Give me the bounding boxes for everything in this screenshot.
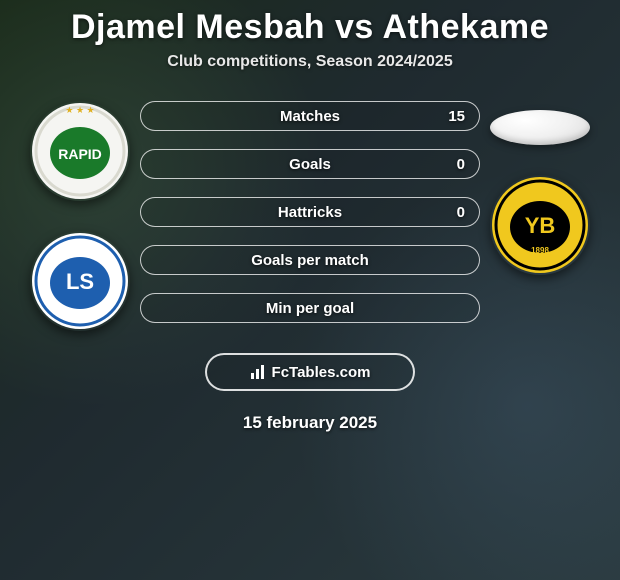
- stat-label: Matches: [280, 108, 340, 125]
- date-text: 15 february 2025: [243, 413, 377, 433]
- stat-row: Min per goal: [140, 293, 480, 323]
- right-crest-column: YB 1898: [480, 101, 600, 275]
- stat-row: Matches 15: [140, 101, 480, 131]
- content-root: Djamel Mesbah vs Athekame Club competiti…: [0, 0, 620, 580]
- lausanne-crest: LS: [30, 231, 130, 331]
- bar-chart-icon: [250, 364, 266, 380]
- subtitle: Club competitions, Season 2024/2025: [167, 53, 452, 71]
- svg-text:★ ★ ★: ★ ★ ★: [65, 105, 94, 115]
- youngboys-crest: YB 1898: [490, 175, 590, 275]
- left-crest-column: ★ ★ ★ RAPID LS: [20, 101, 140, 331]
- title-player2: Athekame: [382, 8, 549, 46]
- brand-text: FcTables.com: [272, 364, 371, 381]
- stat-value-right: 0: [457, 204, 465, 221]
- plain-ball-icon: [490, 110, 590, 145]
- stat-label: Goals: [289, 156, 331, 173]
- title-vs: vs: [335, 8, 374, 46]
- stat-row: Goals per match: [140, 245, 480, 275]
- page-title: Djamel Mesbah vs Athekame: [71, 8, 549, 47]
- svg-text:LS: LS: [66, 269, 94, 294]
- rapid-crest: ★ ★ ★ RAPID: [30, 101, 130, 201]
- svg-text:YB: YB: [525, 213, 556, 238]
- stat-label: Goals per match: [251, 252, 369, 269]
- stat-value-right: 15: [448, 108, 465, 125]
- stat-label: Hattricks: [278, 204, 342, 221]
- title-player1: Djamel Mesbah: [71, 8, 325, 46]
- stat-row: Hattricks 0: [140, 197, 480, 227]
- stat-row: Goals 0: [140, 149, 480, 179]
- stats-column: Matches 15 Goals 0 Hattricks 0 Goals per match…: [140, 101, 480, 323]
- comparison-row: ★ ★ ★ RAPID LS Matches 15 Goals 0 Hattricks 0…: [0, 101, 620, 331]
- brand-badge[interactable]: FcTables.com: [205, 353, 415, 391]
- svg-text:RAPID: RAPID: [58, 146, 102, 162]
- stat-value-right: 0: [457, 156, 465, 173]
- svg-text:1898: 1898: [531, 246, 549, 255]
- stat-label: Min per goal: [266, 300, 354, 317]
